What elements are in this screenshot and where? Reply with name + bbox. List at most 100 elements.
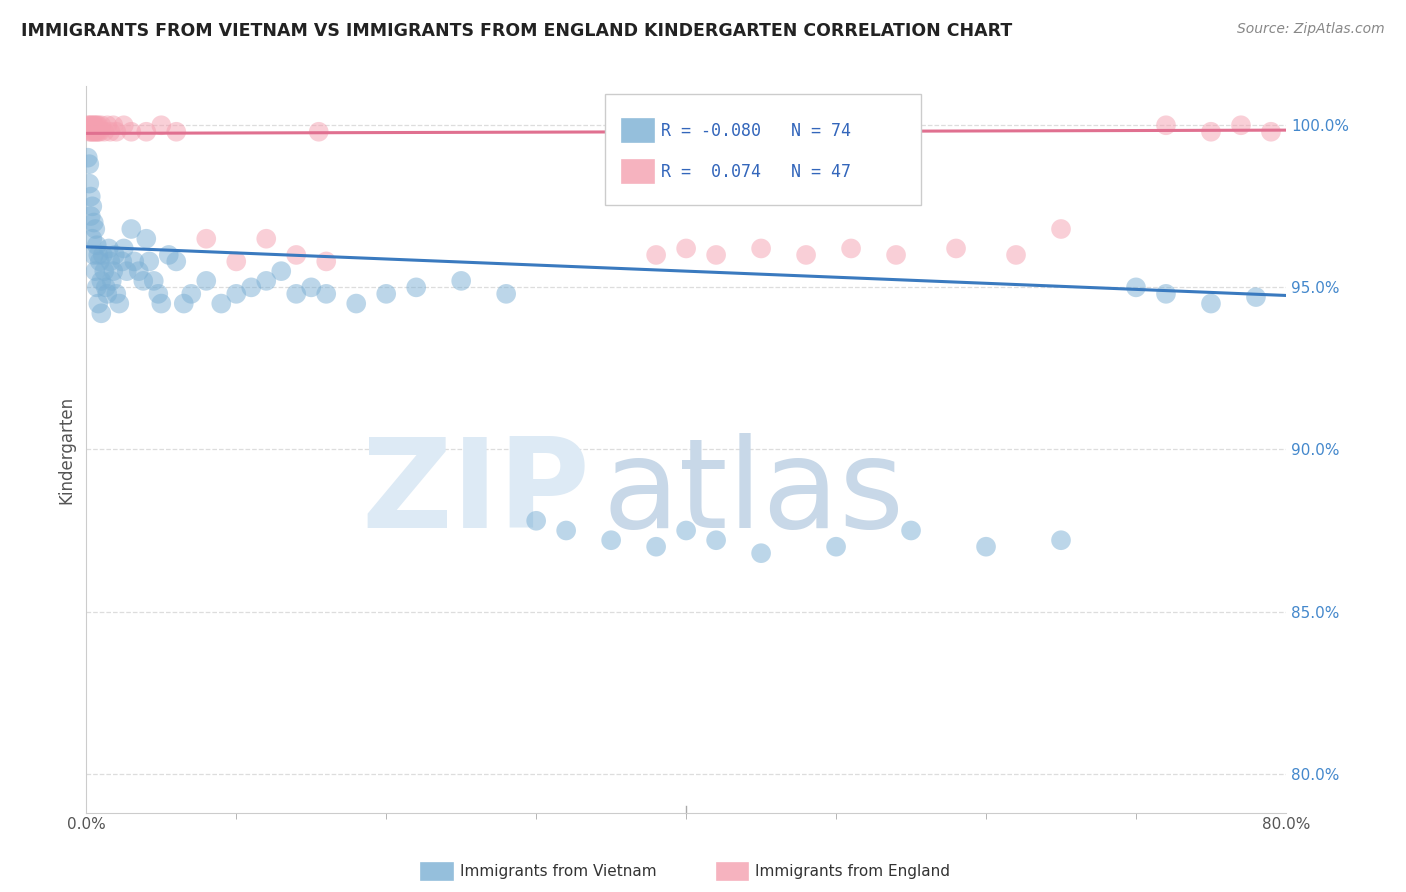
Point bbox=[749, 242, 772, 256]
Point bbox=[103, 264, 125, 278]
Point bbox=[1050, 222, 1073, 236]
Point bbox=[80, 125, 103, 139]
Point bbox=[82, 118, 104, 132]
Text: R =  0.074   N = 47: R = 0.074 N = 47 bbox=[661, 163, 851, 181]
Text: Immigrants from Vietnam: Immigrants from Vietnam bbox=[460, 864, 657, 879]
Point bbox=[86, 280, 108, 294]
Point bbox=[132, 274, 155, 288]
Point bbox=[209, 296, 232, 310]
Text: R = -0.080   N = 74: R = -0.080 N = 74 bbox=[661, 122, 851, 140]
Point bbox=[91, 248, 114, 262]
Point bbox=[105, 286, 128, 301]
Point bbox=[524, 514, 547, 528]
Point bbox=[1199, 125, 1222, 139]
Point bbox=[675, 524, 697, 538]
Point bbox=[555, 524, 578, 538]
Point bbox=[93, 125, 115, 139]
Point bbox=[79, 157, 101, 171]
Point bbox=[101, 274, 124, 288]
Point bbox=[90, 306, 112, 320]
Point bbox=[86, 125, 108, 139]
Point bbox=[749, 546, 772, 560]
Point bbox=[495, 286, 517, 301]
Point bbox=[225, 286, 247, 301]
Point bbox=[148, 286, 170, 301]
Point bbox=[1244, 290, 1267, 304]
Point bbox=[84, 125, 107, 139]
Point bbox=[645, 540, 668, 554]
Point bbox=[645, 248, 668, 262]
Point bbox=[115, 264, 138, 278]
Point bbox=[76, 151, 98, 165]
Point bbox=[450, 274, 472, 288]
Point bbox=[1230, 118, 1253, 132]
Point bbox=[82, 125, 104, 139]
Point bbox=[1005, 248, 1028, 262]
Point bbox=[79, 125, 101, 139]
Point bbox=[112, 118, 135, 132]
Point bbox=[105, 125, 128, 139]
Point bbox=[79, 177, 101, 191]
Point bbox=[76, 118, 98, 132]
Point bbox=[195, 274, 218, 288]
Point bbox=[97, 242, 120, 256]
Point bbox=[180, 286, 202, 301]
Point bbox=[1154, 286, 1177, 301]
Point bbox=[120, 222, 142, 236]
Point bbox=[80, 189, 103, 203]
Point bbox=[240, 280, 263, 294]
Point bbox=[1050, 533, 1073, 548]
Point bbox=[90, 118, 112, 132]
Point bbox=[157, 248, 180, 262]
Point bbox=[94, 280, 117, 294]
Point bbox=[138, 254, 160, 268]
Point bbox=[87, 118, 110, 132]
Point bbox=[87, 125, 110, 139]
Text: IMMIGRANTS FROM VIETNAM VS IMMIGRANTS FROM ENGLAND KINDERGARTEN CORRELATION CHAR: IMMIGRANTS FROM VIETNAM VS IMMIGRANTS FR… bbox=[21, 22, 1012, 40]
Point bbox=[89, 125, 111, 139]
Point bbox=[315, 286, 337, 301]
Point bbox=[86, 118, 108, 132]
Point bbox=[87, 248, 110, 262]
Point bbox=[285, 286, 308, 301]
Point bbox=[84, 222, 107, 236]
Point bbox=[704, 533, 727, 548]
Point bbox=[150, 296, 173, 310]
Point bbox=[80, 209, 103, 223]
Point bbox=[83, 248, 105, 262]
Text: ZIP: ZIP bbox=[361, 433, 591, 554]
Point bbox=[89, 254, 111, 268]
Point bbox=[1260, 125, 1282, 139]
Point bbox=[299, 280, 322, 294]
Point bbox=[195, 232, 218, 246]
Point bbox=[98, 254, 121, 268]
Point bbox=[83, 215, 105, 229]
Point bbox=[112, 242, 135, 256]
Point bbox=[1199, 296, 1222, 310]
Point bbox=[93, 264, 115, 278]
Point bbox=[120, 125, 142, 139]
Y-axis label: Kindergarten: Kindergarten bbox=[58, 395, 75, 503]
Point bbox=[839, 242, 862, 256]
Point bbox=[79, 118, 101, 132]
Point bbox=[375, 286, 398, 301]
Point bbox=[600, 533, 623, 548]
Point bbox=[83, 118, 105, 132]
Point bbox=[900, 524, 922, 538]
Point bbox=[135, 125, 157, 139]
Point bbox=[173, 296, 195, 310]
Text: Source: ZipAtlas.com: Source: ZipAtlas.com bbox=[1237, 22, 1385, 37]
Point bbox=[87, 296, 110, 310]
Point bbox=[945, 242, 967, 256]
Point bbox=[84, 118, 107, 132]
Point bbox=[344, 296, 367, 310]
Point bbox=[308, 125, 330, 139]
Point bbox=[405, 280, 427, 294]
Point bbox=[675, 242, 697, 256]
Point bbox=[82, 199, 104, 213]
Point bbox=[974, 540, 997, 554]
Point bbox=[128, 264, 150, 278]
Point bbox=[98, 125, 121, 139]
Point bbox=[96, 286, 118, 301]
Point bbox=[165, 125, 187, 139]
